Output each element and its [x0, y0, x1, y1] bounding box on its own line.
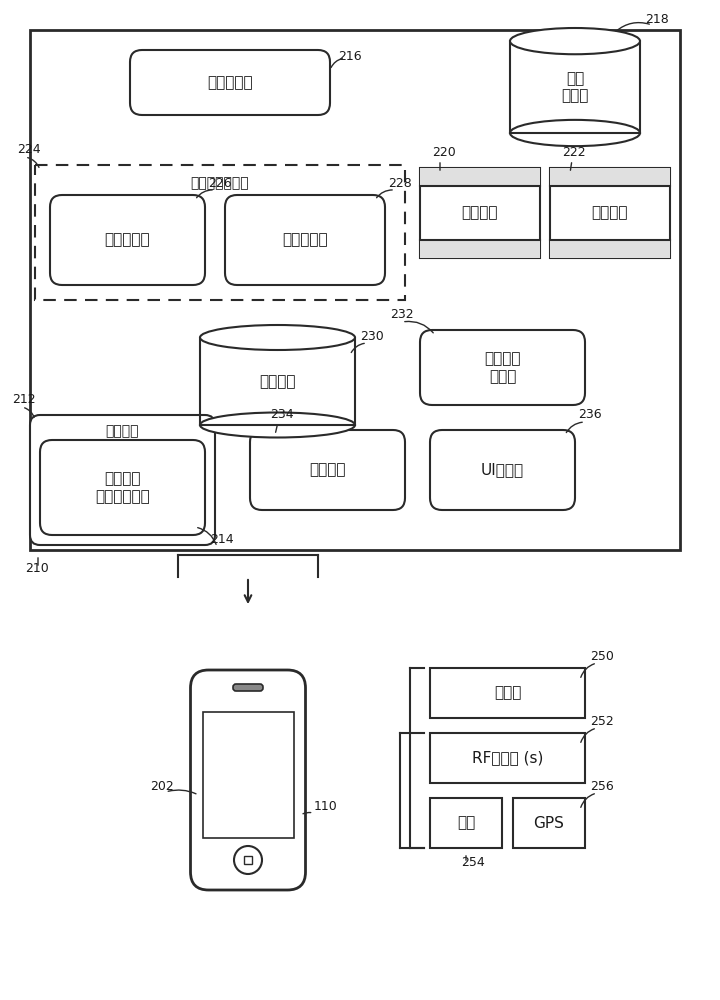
FancyBboxPatch shape [430, 430, 575, 510]
Text: 218: 218 [645, 13, 669, 26]
Text: 216: 216 [338, 50, 361, 63]
Bar [30, 30, 680, 550]
Bar [200, 338, 355, 425]
Bar [430, 798, 502, 848]
Bar [550, 168, 670, 258]
Text: RF收发器 (s): RF收发器 (s) [472, 750, 543, 766]
Text: 外围管理器: 外围管理器 [282, 232, 328, 247]
Text: 广播队列: 广播队列 [462, 206, 498, 221]
FancyBboxPatch shape [250, 430, 405, 510]
Text: 时钟: 时钟 [457, 816, 475, 830]
Text: 中央管理器: 中央管理器 [104, 232, 150, 247]
Text: 232: 232 [390, 308, 413, 321]
Text: 226: 226 [208, 177, 232, 190]
Text: 256: 256 [590, 780, 613, 793]
FancyBboxPatch shape [50, 195, 205, 285]
FancyBboxPatch shape [130, 50, 330, 115]
FancyBboxPatch shape [225, 195, 385, 285]
FancyBboxPatch shape [233, 684, 263, 691]
Bar [510, 133, 640, 159]
Text: 用户管理: 用户管理 [310, 462, 346, 478]
Circle shape [234, 846, 262, 874]
Bar [550, 240, 670, 258]
Text: 252: 252 [590, 715, 613, 728]
Text: 设备管理和通信: 设备管理和通信 [191, 176, 249, 190]
Bar [420, 168, 540, 258]
Ellipse shape [510, 28, 640, 54]
Text: 222: 222 [562, 146, 585, 159]
Text: 228: 228 [388, 177, 412, 190]
Text: 显示队列: 显示队列 [592, 206, 629, 221]
Text: 230: 230 [360, 330, 384, 343]
FancyBboxPatch shape [30, 415, 215, 545]
Text: 234: 234 [270, 408, 294, 421]
Text: 212: 212 [12, 393, 35, 406]
Text: 202: 202 [150, 780, 174, 793]
Ellipse shape [200, 412, 355, 438]
FancyBboxPatch shape [40, 440, 205, 535]
FancyBboxPatch shape [420, 330, 585, 405]
Text: 220: 220 [432, 146, 456, 159]
Text: 连接设备: 连接设备 [259, 374, 296, 389]
Bar [510, 41, 640, 133]
Text: 236: 236 [578, 408, 602, 421]
Text: 110: 110 [313, 800, 337, 813]
Text: 短程无线
通信协议管理: 短程无线 通信协议管理 [95, 471, 150, 504]
Bar [244, 856, 252, 864]
Bar [550, 168, 670, 186]
Ellipse shape [200, 325, 355, 350]
Bar [35, 165, 405, 300]
Bar [420, 168, 540, 186]
Bar [430, 733, 585, 783]
Bar [200, 425, 355, 450]
Text: 250: 250 [590, 650, 614, 663]
Text: 210: 210 [25, 562, 49, 575]
Text: UI管理器: UI管理器 [481, 462, 524, 478]
Text: 操作系统: 操作系统 [106, 424, 139, 438]
Text: 处理器: 处理器 [494, 686, 521, 700]
Text: 消息
数据库: 消息 数据库 [562, 71, 589, 103]
Bar [420, 240, 540, 258]
Text: GPS: GPS [534, 816, 564, 830]
Bar [202, 712, 294, 838]
FancyBboxPatch shape [191, 670, 305, 890]
Text: 254: 254 [461, 856, 485, 869]
Text: 消息显示
管理器: 消息显示 管理器 [485, 351, 521, 384]
Text: 224: 224 [17, 143, 40, 156]
Bar [513, 798, 585, 848]
Text: 214: 214 [210, 533, 233, 546]
Bar [430, 668, 585, 718]
Text: 消息管理器: 消息管理器 [207, 75, 253, 90]
Ellipse shape [510, 120, 640, 146]
